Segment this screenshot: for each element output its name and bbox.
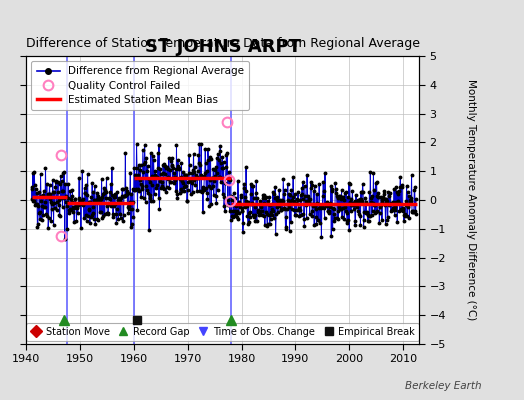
Y-axis label: Monthly Temperature Anomaly Difference (°C): Monthly Temperature Anomaly Difference (… (465, 79, 476, 321)
Text: Berkeley Earth: Berkeley Earth (406, 381, 482, 391)
Text: Difference of Station Temperature Data from Regional Average: Difference of Station Temperature Data f… (26, 37, 420, 50)
Title: ST JOHNS ARPT: ST JOHNS ARPT (145, 38, 301, 56)
Legend: Station Move, Record Gap, Time of Obs. Change, Empirical Break: Station Move, Record Gap, Time of Obs. C… (26, 323, 419, 340)
